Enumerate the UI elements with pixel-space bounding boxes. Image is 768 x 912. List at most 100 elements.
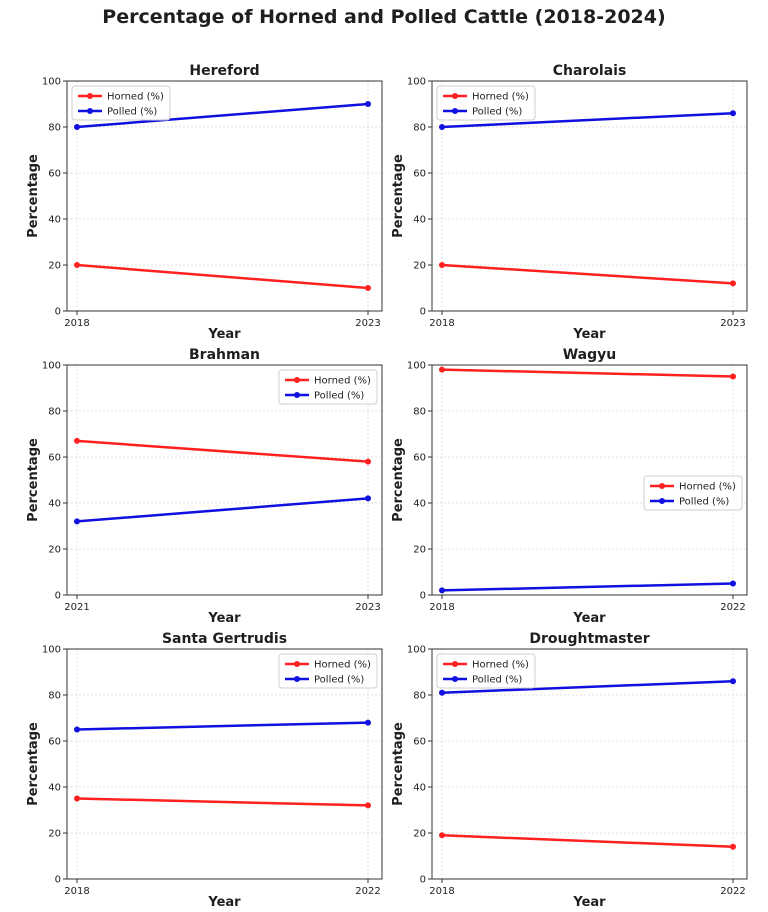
y-tick-label: 20 [48, 261, 61, 272]
data-point [439, 366, 445, 373]
legend: Horned (%) Polled (%) [278, 369, 378, 405]
plot-frame [66, 364, 383, 596]
series-line-0 [76, 263, 369, 290]
y-tick-label: 20 [413, 261, 426, 272]
y-tick-label: 60 [48, 453, 61, 464]
chart-panel-1: 0 20 40 60 80 100 2018 2023 Year Percentage Charol… [391, 63, 748, 342]
data-point [74, 262, 80, 268]
y-tick-label: 60 [413, 453, 426, 464]
series-line-0 [76, 797, 369, 807]
legend-marker [87, 108, 93, 114]
series-line-1 [76, 102, 369, 129]
y-tick-label: 0 [420, 875, 426, 886]
series-line-0 [441, 834, 734, 849]
data-point [365, 802, 371, 809]
data-point [365, 101, 371, 107]
y-tick-label: 40 [413, 783, 426, 794]
series-line-1 [76, 497, 369, 523]
plot-frame [431, 80, 748, 312]
y-tick-label: 40 [48, 783, 61, 794]
y-tick-label: 100 [42, 645, 61, 656]
x-tick-label: 2018 [429, 886, 454, 897]
y-tick-label: 20 [413, 545, 426, 556]
data-point [365, 458, 371, 465]
legend: Horned (%) Polled (%) [436, 85, 536, 121]
panel-title: Charolais [553, 63, 627, 79]
data-point [74, 726, 80, 733]
plot-frame [431, 364, 748, 596]
x-tick-label: 2018 [64, 886, 89, 897]
plot-frame [431, 648, 748, 880]
legend-marker [294, 392, 300, 398]
y-axis-title: Percentage [26, 438, 41, 522]
x-tick-label: 2023 [355, 602, 380, 613]
data-point [730, 843, 736, 850]
legend-marker [452, 108, 458, 114]
legend-label: Polled (%) [314, 391, 364, 402]
data-point [439, 587, 445, 594]
series-line-1 [76, 721, 369, 731]
y-axis-title: Percentage [391, 722, 406, 806]
data-point [730, 373, 736, 380]
legend-label: Polled (%) [314, 675, 364, 686]
legend-label: Horned (%) [107, 92, 164, 103]
y-tick-label: 80 [48, 123, 61, 134]
data-point [74, 518, 80, 525]
legend-label: Polled (%) [472, 107, 522, 118]
x-tick-label: 2018 [429, 602, 454, 613]
legend-label: Horned (%) [314, 660, 371, 671]
y-tick-label: 80 [48, 691, 61, 702]
y-axis-title: Percentage [26, 722, 41, 806]
plot-frame [66, 648, 383, 880]
data-point [74, 437, 80, 444]
data-point [365, 285, 371, 291]
data-point [439, 689, 445, 696]
data-point [439, 262, 445, 268]
y-tick-label: 60 [413, 737, 426, 748]
x-tick-label: 2022 [720, 602, 745, 613]
series-line-0 [441, 368, 734, 378]
legend-label: Polled (%) [472, 675, 522, 686]
legend-label: Horned (%) [314, 376, 371, 387]
x-tick-label: 2018 [64, 318, 89, 329]
y-tick-label: 80 [413, 691, 426, 702]
x-tick-label: 2021 [64, 602, 89, 613]
data-point [365, 719, 371, 726]
chart-panel-3: 0 20 40 60 80 100 2018 2022 Year Percentage Wagyu H… [391, 347, 748, 626]
x-axis-title: Year [207, 327, 241, 342]
panel-title: Santa Gertrudis [162, 631, 287, 647]
chart-panel-0: 0 20 40 60 80 100 2018 2023 Year Percentage Herefo… [26, 63, 383, 342]
chart-panel-4: 0 20 40 60 80 100 2018 2022 Year Percentage Santa … [26, 631, 383, 910]
legend-marker [294, 377, 300, 383]
legend: Horned (%) Polled (%) [643, 475, 743, 511]
y-tick-label: 60 [413, 169, 426, 180]
data-point [74, 124, 80, 130]
y-tick-label: 0 [55, 591, 61, 602]
legend-marker [659, 483, 665, 489]
data-point [730, 280, 736, 287]
data-point [730, 110, 736, 117]
y-tick-label: 20 [48, 829, 61, 840]
data-point [439, 832, 445, 839]
legend-label: Polled (%) [679, 497, 729, 508]
series-line-1 [441, 679, 734, 694]
legend-label: Horned (%) [472, 92, 529, 103]
y-tick-label: 100 [407, 361, 426, 372]
x-axis-title: Year [572, 327, 606, 342]
data-point [365, 495, 371, 502]
x-tick-label: 2022 [720, 886, 745, 897]
x-tick-label: 2023 [720, 318, 745, 329]
legend-marker [294, 661, 300, 667]
legend: Horned (%) Polled (%) [278, 653, 378, 689]
y-tick-label: 80 [48, 407, 61, 418]
y-tick-label: 0 [55, 307, 61, 318]
y-tick-label: 100 [407, 77, 426, 88]
legend-marker [452, 661, 458, 667]
series-line-0 [441, 263, 734, 285]
series-line-1 [441, 582, 734, 592]
legend-label: Horned (%) [472, 660, 529, 671]
legend-label: Horned (%) [679, 482, 736, 493]
data-point [730, 678, 736, 685]
y-tick-label: 40 [413, 215, 426, 226]
y-tick-label: 80 [413, 407, 426, 418]
